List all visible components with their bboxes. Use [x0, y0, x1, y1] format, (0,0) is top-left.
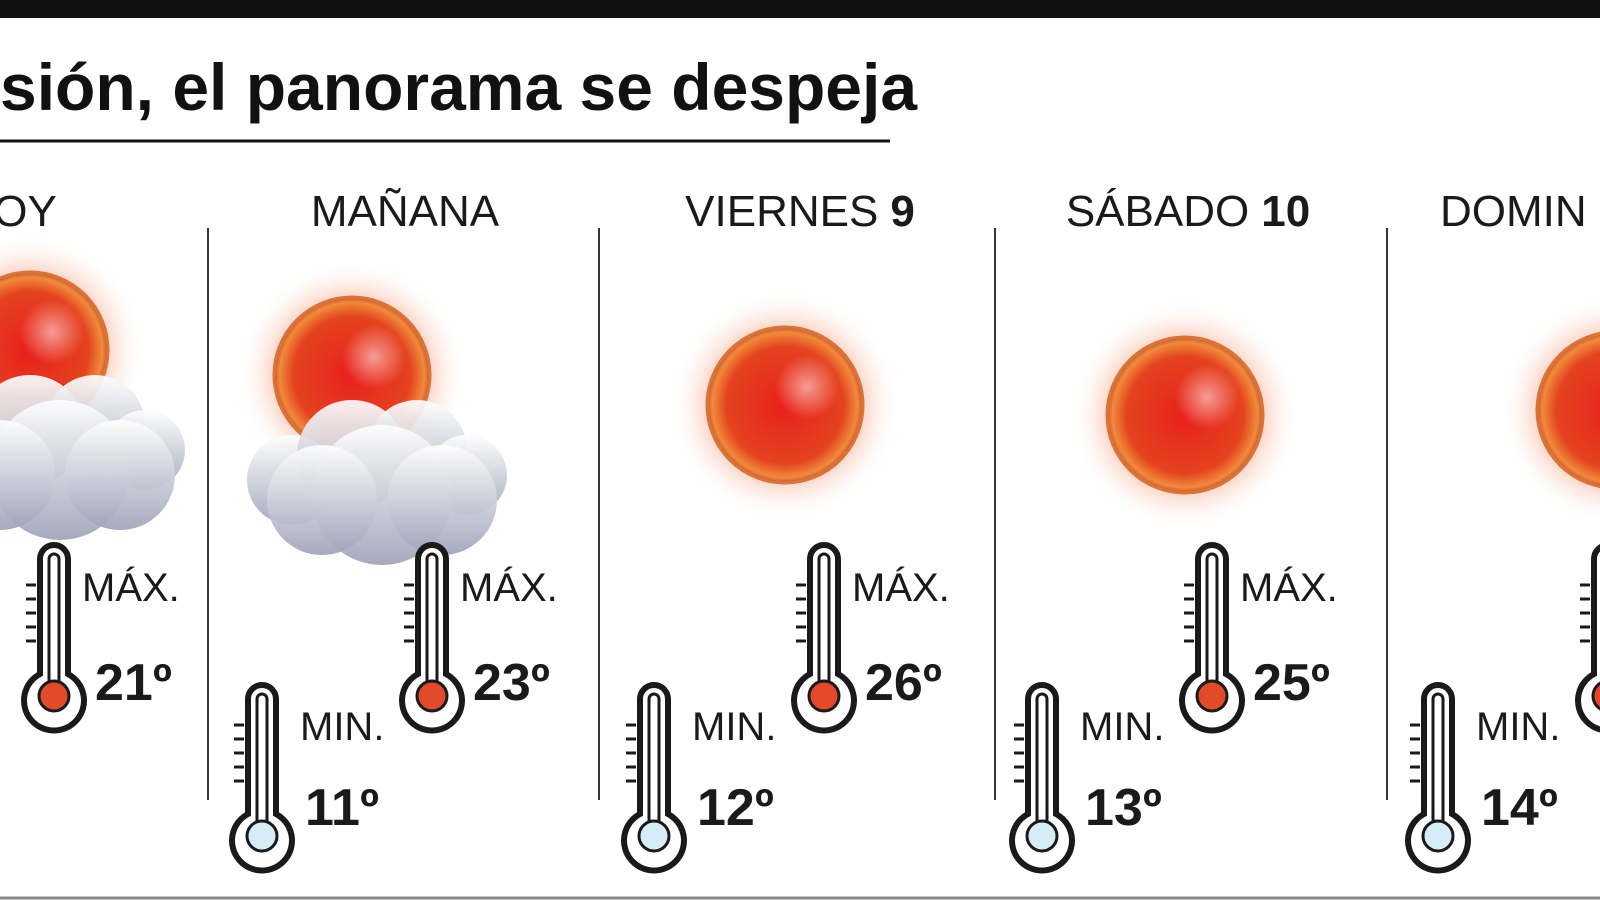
- min-value: 11º: [305, 779, 379, 837]
- min-label: MIN.: [1080, 705, 1164, 749]
- thermometer-inner: [255, 692, 269, 824]
- thermometer-body: [791, 542, 857, 734]
- thermometer-inner: [425, 552, 439, 684]
- min-value: 14º: [1481, 779, 1558, 837]
- thermometer: [1405, 682, 1471, 874]
- day-label: DOMIN: [1440, 187, 1587, 236]
- day-column: DOMIN MIN. 14º: [1405, 187, 1600, 874]
- thermometer-inner: [1035, 692, 1049, 824]
- thermometer-body: [1179, 542, 1245, 734]
- weather-icon: [670, 290, 900, 520]
- min-value: 12º: [697, 779, 774, 837]
- day-label: VIERNES: [685, 187, 878, 236]
- cloud: [65, 420, 175, 530]
- cloud: [267, 445, 377, 555]
- thermometer: [21, 542, 87, 734]
- weather-icon: [1070, 300, 1300, 530]
- min-value: 13º: [1085, 779, 1162, 837]
- max-value: 25º: [1253, 654, 1330, 712]
- weather-icon: [1500, 296, 1600, 524]
- day-name: MAÑANA: [311, 186, 500, 236]
- min-label: MIN.: [1476, 705, 1560, 749]
- separators: [207, 228, 1388, 800]
- thermometer-body: [399, 542, 465, 734]
- thermometer: [229, 682, 295, 874]
- sun-highlight: [1175, 365, 1239, 429]
- day-column: MAÑANA MÁX. 23º MIN. 11º: [229, 186, 558, 874]
- thermometer-body: [1575, 544, 1600, 733]
- thermometer-bulb: [1195, 679, 1229, 713]
- thermometer: [1575, 544, 1600, 733]
- day-column: VIERNES 9 MÁX. 26º MIN. 12º: [621, 187, 950, 874]
- max-value: 26º: [865, 654, 942, 712]
- thermometer-bulb: [1025, 819, 1059, 853]
- day-name: DOMIN: [1440, 187, 1587, 236]
- max-label: MÁX.: [852, 565, 950, 610]
- weather-icon: [237, 260, 507, 565]
- thermometer-bulb: [1591, 681, 1600, 711]
- day-date: 10: [1261, 187, 1310, 236]
- title: sión, el panorama se despeja: [0, 50, 918, 124]
- thermometer-bulb: [37, 679, 71, 713]
- min-label: MIN.: [300, 705, 384, 749]
- top-bar: [0, 0, 1600, 18]
- thermometer-body: [21, 542, 87, 734]
- thermometer: [1179, 542, 1245, 734]
- thermometer-bulb: [245, 819, 279, 853]
- thermometer: [399, 542, 465, 734]
- thermometer-bulb: [1421, 819, 1455, 853]
- thermometer-inner: [1431, 692, 1445, 824]
- day-name: OY: [0, 187, 57, 236]
- max-value: 21º: [95, 654, 172, 712]
- max-label: MÁX.: [82, 565, 180, 610]
- sun-highlight: [775, 355, 839, 419]
- thermometer-inner: [817, 552, 831, 684]
- cloud: [0, 420, 55, 530]
- thermometer: [621, 682, 687, 874]
- cloud: [387, 445, 497, 555]
- max-value: 23º: [473, 654, 550, 712]
- min-label: MIN.: [692, 705, 776, 749]
- sun-highlight: [20, 300, 84, 364]
- thermometer-body: [1405, 682, 1471, 874]
- day-label: OY: [0, 187, 57, 236]
- day-date: 9: [890, 187, 914, 236]
- thermometer-bulb: [807, 679, 841, 713]
- thermometer-body: [229, 682, 295, 874]
- thermometer-inner: [647, 692, 661, 824]
- thermometer-body: [1009, 682, 1075, 874]
- sun-highlight: [342, 325, 406, 389]
- day-name: SÁBADO 10: [1066, 187, 1310, 236]
- sun: [1535, 331, 1600, 489]
- thermometer-inner: [1205, 552, 1219, 684]
- thermometer-bulb: [415, 679, 449, 713]
- weather-icon: [0, 235, 185, 540]
- thermometer-inner: [47, 552, 61, 684]
- day-label: MAÑANA: [311, 186, 500, 236]
- day-label: SÁBADO: [1066, 187, 1249, 236]
- day-name: VIERNES 9: [685, 187, 915, 236]
- thermometer-bulb: [637, 819, 671, 853]
- thermometer-body: [621, 682, 687, 874]
- columns: OYMÁX.21ºN.2MAÑANAMÁX.23ºMIN.11ºVIERNES9…: [0, 186, 1600, 874]
- thermometer: [1009, 682, 1075, 874]
- thermometer: [791, 542, 857, 734]
- day-column: SÁBADO 10 MÁX. 25º MIN. 13º: [1009, 187, 1338, 874]
- max-label: MÁX.: [1240, 565, 1338, 610]
- max-label: MÁX.: [460, 565, 558, 610]
